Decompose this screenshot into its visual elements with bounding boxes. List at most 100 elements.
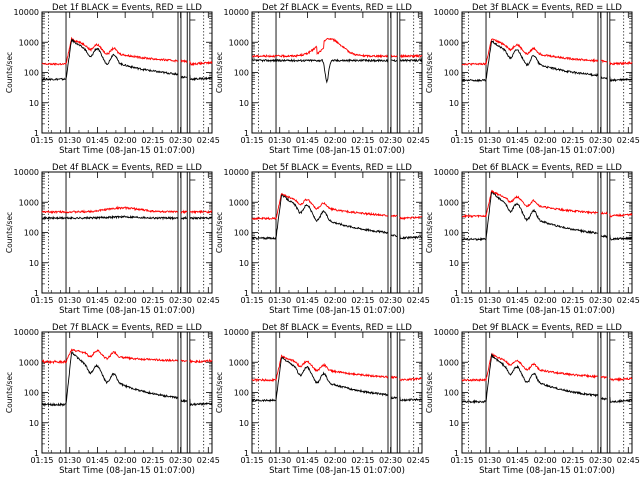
x-tick-label: 02:00 bbox=[324, 296, 347, 305]
x-tick-label: 02:45 bbox=[407, 136, 430, 145]
y-tick-label: 10 bbox=[449, 419, 459, 428]
y-tick-label: 100 bbox=[234, 69, 249, 78]
x-tick-label: 01:15 bbox=[30, 136, 53, 145]
y-tick-label: 1000 bbox=[439, 198, 459, 207]
y-tick-label: 10 bbox=[29, 419, 39, 428]
y-tick-label: 1000 bbox=[229, 358, 249, 367]
y-tick-label: 10000 bbox=[14, 8, 39, 17]
panel-title: Det 9f BLACK = Events, RED = LLD bbox=[472, 323, 622, 333]
y-tick-label: 100 bbox=[234, 229, 249, 238]
y-tick-label: 1000 bbox=[19, 38, 39, 47]
y-tick-label: 100 bbox=[24, 69, 39, 78]
y-tick-label: 10000 bbox=[434, 168, 459, 177]
y-tick-label: 1000 bbox=[439, 38, 459, 47]
x-tick-label: 02:30 bbox=[589, 296, 612, 305]
x-tick-label: 02:15 bbox=[561, 296, 584, 305]
y-tick-label: 1 bbox=[454, 449, 459, 458]
y-tick-label: 1 bbox=[34, 289, 39, 298]
x-axis-label: Start Time (08-Jan-15 01:07:00) bbox=[59, 306, 195, 316]
panel-title: Det 8f BLACK = Events, RED = LLD bbox=[262, 323, 412, 333]
x-axis-label: Start Time (08-Jan-15 01:07:00) bbox=[479, 306, 615, 316]
panel-det-4: Det 4f BLACK = Events, RED = LLD Counts/s… bbox=[5, 163, 220, 316]
y-tick-label: 10 bbox=[29, 259, 39, 268]
x-tick-label: 02:45 bbox=[197, 296, 220, 305]
x-tick-label: 01:45 bbox=[296, 296, 319, 305]
y-tick-label: 10 bbox=[449, 99, 459, 108]
series-lld-line bbox=[41, 205, 213, 215]
y-tick-label: 100 bbox=[444, 229, 459, 238]
panel-det-8: Det 8f BLACK = Events, RED = LLD Counts/s… bbox=[215, 323, 430, 476]
x-tick-label: 01:15 bbox=[450, 456, 473, 465]
x-tick-label: 01:30 bbox=[58, 456, 81, 465]
x-tick-label: 02:30 bbox=[589, 456, 612, 465]
x-tick-label: 02:30 bbox=[169, 136, 192, 145]
x-tick-label: 02:00 bbox=[534, 136, 557, 145]
series-events-line bbox=[42, 38, 213, 82]
x-tick-label: 02:00 bbox=[114, 136, 137, 145]
x-tick-label: 01:30 bbox=[268, 456, 291, 465]
x-axis-label: Start Time (08-Jan-15 01:07:00) bbox=[269, 466, 405, 476]
x-tick-label: 02:45 bbox=[407, 296, 430, 305]
series-lld-line bbox=[251, 192, 423, 221]
y-tick-label: 1 bbox=[244, 289, 249, 298]
y-tick-label: 10 bbox=[239, 99, 249, 108]
x-tick-label: 01:15 bbox=[240, 456, 263, 465]
panel-det-9: Det 9f BLACK = Events, RED = LLD Counts/s… bbox=[425, 323, 640, 476]
y-tick-label: 100 bbox=[24, 389, 39, 398]
x-tick-label: 02:30 bbox=[379, 296, 402, 305]
panel-title: Det 1f BLACK = Events, RED = LLD bbox=[52, 3, 202, 13]
x-tick-label: 02:45 bbox=[617, 296, 640, 305]
y-axis-label: Counts/sec bbox=[425, 52, 434, 93]
x-tick-label: 02:15 bbox=[351, 296, 374, 305]
x-tick-label: 01:30 bbox=[478, 296, 501, 305]
x-tick-label: 02:00 bbox=[534, 456, 557, 465]
series-lld-line bbox=[461, 38, 633, 66]
x-tick-label: 02:30 bbox=[379, 456, 402, 465]
x-tick-label: 01:45 bbox=[86, 136, 109, 145]
x-tick-label: 01:30 bbox=[58, 136, 81, 145]
x-tick-label: 02:00 bbox=[324, 456, 347, 465]
series-events-line bbox=[461, 40, 633, 83]
x-tick-label: 02:00 bbox=[534, 296, 557, 305]
panel-det-3: Det 3f BLACK = Events, RED = LLD Counts/s… bbox=[425, 3, 640, 156]
x-tick-label: 01:45 bbox=[86, 296, 109, 305]
series-events-line bbox=[251, 356, 423, 403]
series-events-line bbox=[41, 350, 213, 408]
y-axis-label: Counts/sec bbox=[425, 212, 434, 253]
x-tick-label: 02:15 bbox=[141, 456, 164, 465]
x-tick-label: 02:15 bbox=[561, 136, 584, 145]
x-tick-label: 02:00 bbox=[114, 296, 137, 305]
x-tick-label: 01:15 bbox=[240, 296, 263, 305]
y-axis-label: Counts/sec bbox=[215, 372, 224, 413]
y-tick-label: 10000 bbox=[434, 328, 459, 337]
x-tick-label: 01:30 bbox=[58, 296, 81, 305]
x-tick-label: 01:15 bbox=[450, 296, 473, 305]
panel-det-5: Det 5f BLACK = Events, RED = LLD Counts/s… bbox=[215, 163, 430, 316]
x-axis-label: Start Time (08-Jan-15 01:07:00) bbox=[269, 146, 405, 156]
panel-title: Det 3f BLACK = Events, RED = LLD bbox=[472, 3, 622, 13]
y-tick-label: 1000 bbox=[229, 198, 249, 207]
series-events-line bbox=[251, 194, 423, 240]
x-tick-label: 01:45 bbox=[506, 456, 529, 465]
x-tick-label: 02:15 bbox=[351, 456, 374, 465]
x-tick-label: 01:45 bbox=[296, 456, 319, 465]
x-tick-label: 02:15 bbox=[141, 136, 164, 145]
panel-det-6: Det 6f BLACK = Events, RED = LLD Counts/s… bbox=[425, 163, 640, 316]
y-tick-label: 100 bbox=[444, 389, 459, 398]
y-tick-label: 1 bbox=[454, 129, 459, 138]
series-events-line bbox=[251, 58, 423, 84]
x-tick-label: 01:45 bbox=[506, 136, 529, 145]
y-tick-label: 1 bbox=[454, 289, 459, 298]
x-tick-label: 02:45 bbox=[197, 136, 220, 145]
y-tick-label: 10 bbox=[29, 99, 39, 108]
x-tick-label: 02:15 bbox=[141, 296, 164, 305]
x-tick-label: 01:45 bbox=[296, 136, 319, 145]
x-tick-label: 02:45 bbox=[617, 136, 640, 145]
series-lld-line bbox=[42, 348, 213, 365]
y-tick-label: 1000 bbox=[229, 38, 249, 47]
x-tick-label: 01:15 bbox=[450, 136, 473, 145]
y-tick-label: 1 bbox=[34, 449, 39, 458]
y-axis-label: Counts/sec bbox=[215, 212, 224, 253]
series-lld-line bbox=[461, 189, 633, 219]
